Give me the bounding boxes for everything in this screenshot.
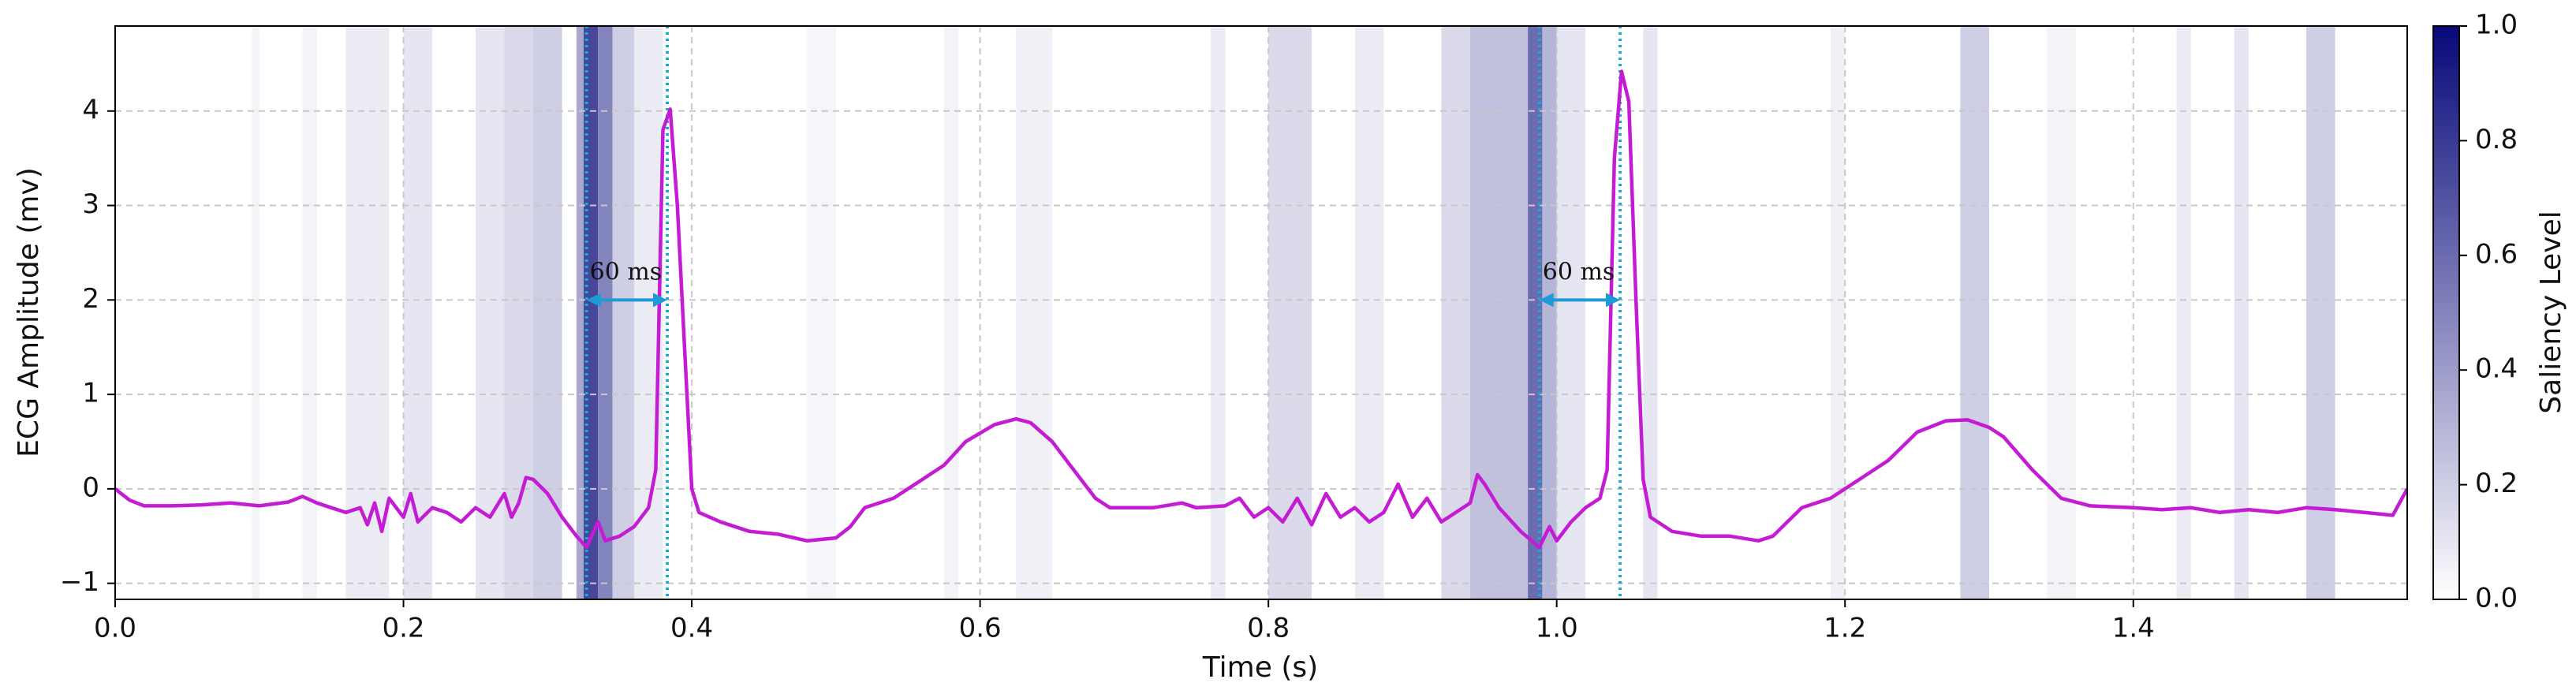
saliency-band <box>345 26 390 599</box>
saliency-band <box>1016 26 1052 599</box>
plot-layer <box>115 26 2407 599</box>
colorbar-tick-label: 0.8 <box>2475 124 2518 155</box>
x-tick-label: 1.2 <box>1824 613 1866 644</box>
saliency-layer <box>252 26 2335 599</box>
plot-frame <box>114 25 2408 600</box>
colorbar-tick-label: 1.0 <box>2475 9 2518 41</box>
saliency-band <box>2306 26 2335 599</box>
arrow-head <box>1539 293 1554 308</box>
x-tick-label: 0.0 <box>94 613 136 644</box>
saliency-band <box>1556 26 1586 599</box>
arrow-head <box>1606 293 1621 308</box>
x-tick-label: 1.0 <box>1536 613 1578 644</box>
annotation-text: 60 ms <box>590 258 663 285</box>
saliency-band <box>612 26 634 599</box>
axes: 0.0 0.2 0.4 0.6 0.8 1.0 1.2 1.4 −1 0 1 2 3 4 60 ms 60 m… <box>60 9 2518 644</box>
saliency-band <box>943 26 959 599</box>
colorbar-tick-label: 0.2 <box>2475 468 2518 499</box>
saliency-band <box>302 26 317 599</box>
x-tick-label: 0.4 <box>670 613 713 644</box>
colorbar-label: Saliency Level <box>2535 211 2567 413</box>
colorbar-tick-label: 0.4 <box>2475 353 2518 385</box>
saliency-band <box>1830 26 1846 599</box>
saliency-band <box>475 26 505 599</box>
x-axis-label: Time (s) <box>1202 651 1318 684</box>
x-tick-label: 0.6 <box>959 613 1002 644</box>
y-tick-label: −1 <box>60 566 99 598</box>
x-tick-label: 1.4 <box>2112 613 2155 644</box>
saliency-band <box>2047 26 2076 599</box>
y-tick-label: 0 <box>82 472 99 503</box>
arrow-head <box>652 293 667 308</box>
saliency-band <box>576 26 584 599</box>
x-tick-label: 0.2 <box>382 613 424 644</box>
saliency-band <box>2176 26 2191 599</box>
y-tick-label: 1 <box>82 378 99 409</box>
saliency-band <box>1643 26 1658 599</box>
saliency-band <box>1354 26 1384 599</box>
colorbar-tick-label: 0.6 <box>2475 238 2518 270</box>
y-tick-label: 3 <box>82 188 99 220</box>
saliency-band <box>1441 26 1471 599</box>
saliency-band <box>807 26 836 599</box>
saliency-band <box>1470 26 1529 599</box>
ecg-line <box>115 69 2407 550</box>
colorbar-tick-label: 0.0 <box>2475 583 2518 614</box>
saliency-band <box>1268 26 1312 599</box>
saliency-band <box>1542 26 1557 599</box>
saliency-band <box>2234 26 2249 599</box>
y-tick-label: 4 <box>82 94 99 125</box>
saliency-band <box>1211 26 1226 599</box>
colorbar <box>2432 25 2460 600</box>
saliency-band <box>1960 26 1989 599</box>
saliency-band <box>598 26 613 599</box>
x-tick-label: 0.8 <box>1247 613 1290 644</box>
saliency-band <box>252 26 259 599</box>
y-axis-label: ECG Amplitude (mv) <box>13 167 45 457</box>
y-tick-label: 2 <box>82 283 99 315</box>
annotation-text: 60 ms <box>1543 258 1615 285</box>
arrow-head <box>586 293 601 308</box>
saliency-band <box>533 26 562 599</box>
